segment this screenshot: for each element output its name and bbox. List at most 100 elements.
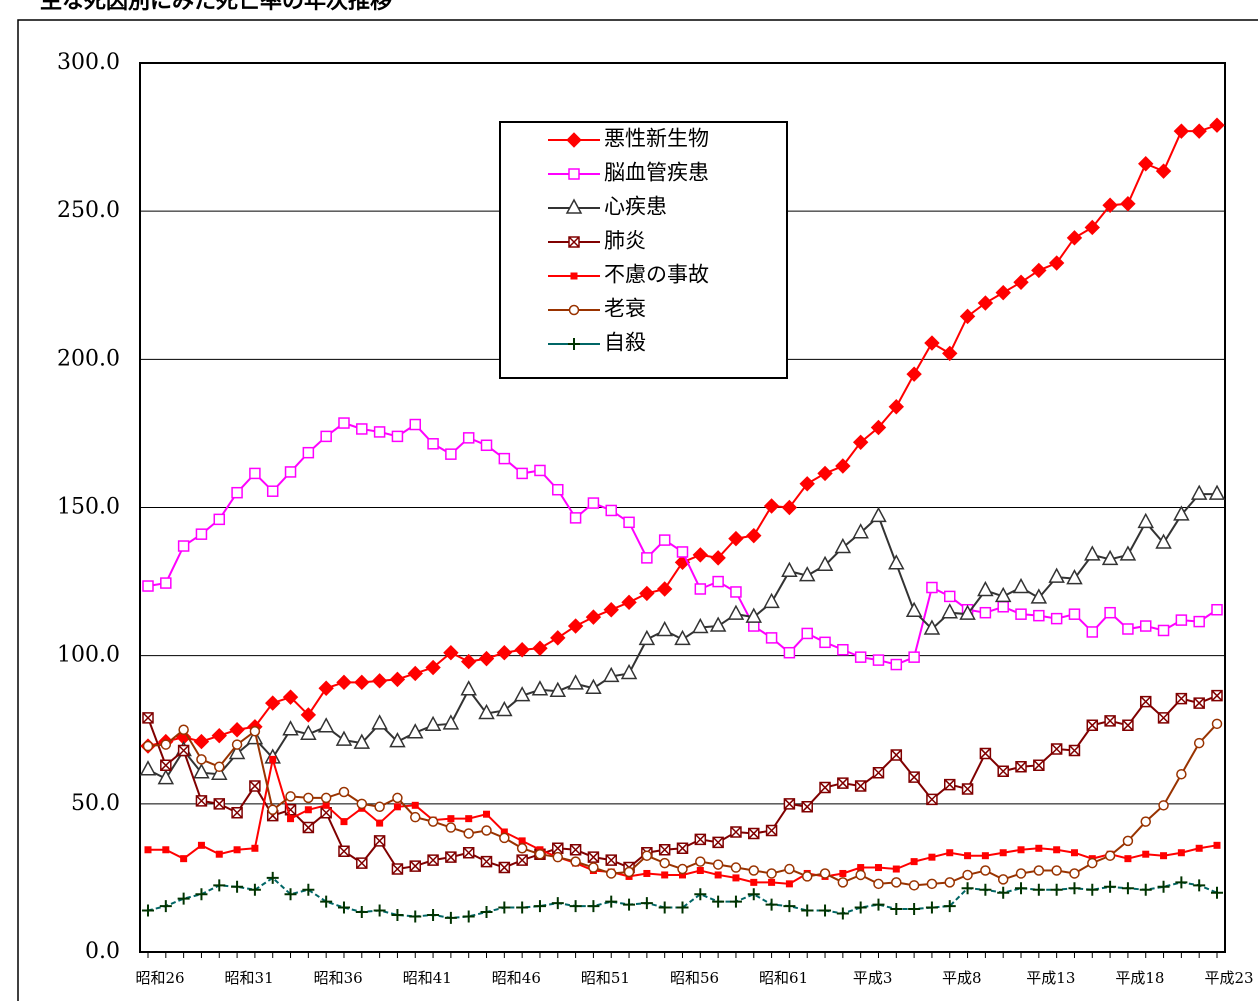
marker [1122,623,1134,635]
marker [516,854,528,866]
marker [211,764,228,780]
marker [946,849,954,857]
marker [320,430,332,443]
x-tick-label: 昭和41 [403,969,452,987]
marker [997,601,1009,613]
marker [890,903,903,916]
marker [908,880,920,891]
marker [1104,606,1116,619]
marker [1104,715,1116,727]
marker [142,740,154,752]
marker [410,811,421,823]
marker [193,733,210,750]
marker [1177,849,1185,857]
marker [1158,800,1169,811]
y-tick-label: 200.0 [57,346,120,371]
marker [1066,230,1083,246]
marker [1015,868,1027,879]
marker [1155,533,1172,549]
marker [1139,883,1152,896]
marker [891,877,902,888]
marker [656,620,673,637]
marker [340,818,348,826]
marker [1051,865,1062,876]
series [139,484,1226,785]
marker [195,888,208,901]
marker [640,897,653,910]
marker [694,833,707,846]
marker [300,724,317,740]
marker [765,898,778,911]
marker [1048,255,1065,271]
marker [712,575,724,588]
legend-label: 不慮の事故 [604,263,709,287]
marker [835,458,851,474]
marker [1086,883,1099,896]
marker [1137,512,1154,529]
marker [336,674,352,691]
marker [659,857,670,869]
marker [694,888,707,901]
marker [798,566,816,582]
y-tick-label: 250.0 [57,198,120,223]
marker [531,680,549,696]
marker [211,727,227,744]
marker [712,895,725,908]
marker [857,864,865,872]
marker [214,761,225,773]
marker [768,878,776,886]
marker [1031,262,1047,279]
marker [371,714,388,730]
marker [160,577,172,589]
marker [676,546,689,558]
marker [1069,868,1080,879]
x-tick-label: 平成8 [942,969,982,987]
marker [424,715,442,732]
marker [197,841,205,849]
marker [193,763,210,779]
marker [941,603,959,619]
marker [1211,603,1223,616]
marker [888,554,905,570]
marker [980,865,991,876]
marker [302,821,315,834]
marker [765,632,778,644]
marker [587,900,600,913]
marker [215,850,223,858]
marker [641,552,653,564]
marker [979,747,992,760]
marker [676,901,689,914]
marker [995,284,1011,301]
legend-label: 悪性新生物 [604,127,709,151]
marker [785,880,793,888]
marker [376,819,384,827]
marker [888,399,905,415]
marker [195,528,208,540]
marker [393,803,401,811]
marker [692,617,709,634]
marker [747,888,760,901]
marker [499,832,510,844]
marker [964,852,972,860]
marker [588,862,599,873]
marker [462,910,475,923]
marker [284,466,297,478]
marker [267,804,278,816]
marker [177,892,190,905]
marker [1157,624,1170,637]
marker [480,855,493,868]
marker [605,504,617,517]
marker [817,465,833,482]
marker [1017,846,1025,854]
marker [318,680,334,696]
marker [1068,744,1081,757]
marker [979,883,992,896]
marker [445,822,457,833]
marker [1032,883,1045,896]
marker [961,882,974,895]
marker [801,627,813,640]
marker [335,730,353,746]
marker [943,900,956,913]
marker [354,674,370,691]
